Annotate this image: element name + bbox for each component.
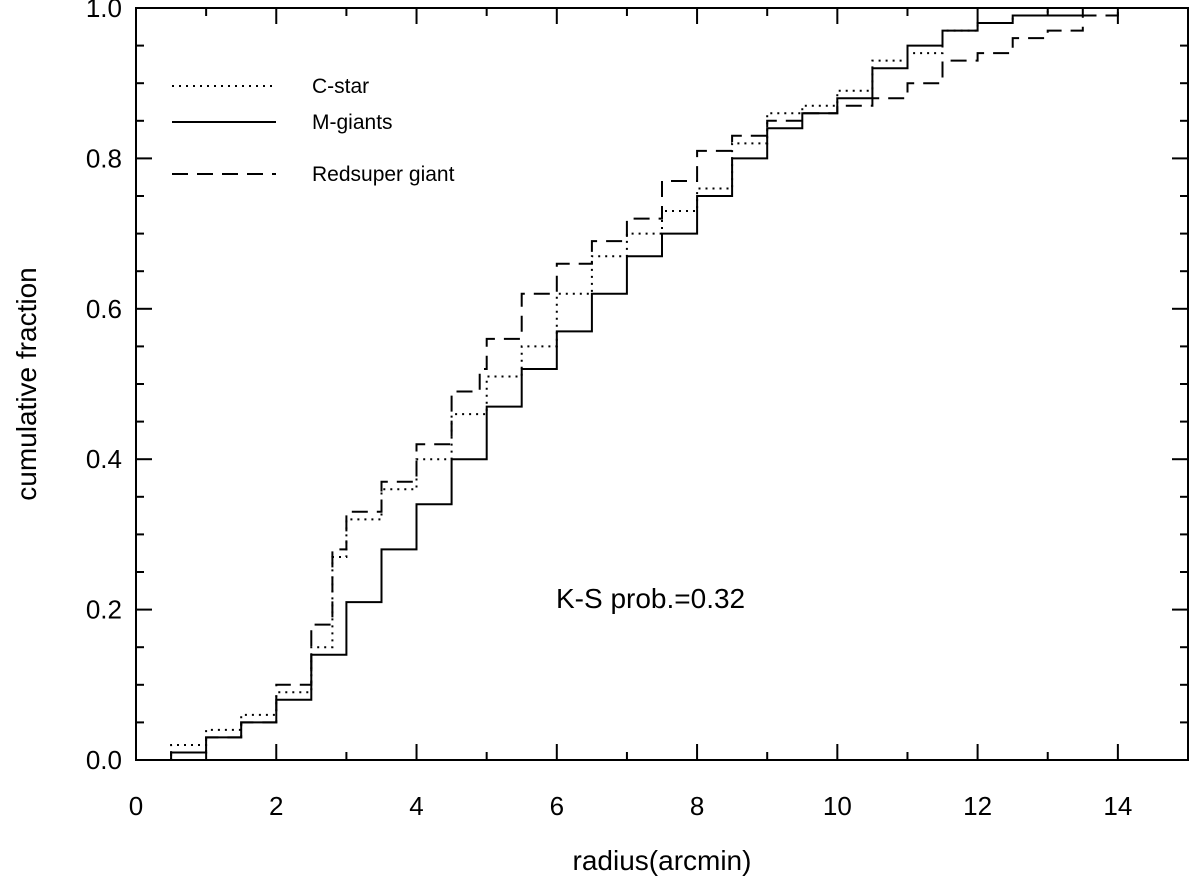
x-axis-ticks: 0 2 4 6 8 10 12 14 <box>129 8 1189 821</box>
x-axis-label: radius(arcmin) <box>573 845 752 876</box>
legend-label: C-star <box>312 75 369 98</box>
legend-label: M-giants <box>312 111 393 134</box>
x-tick-label: 2 <box>269 791 283 821</box>
series-line-dotted <box>150 7 1188 761</box>
series-line-solid <box>150 7 1188 761</box>
y-tick-label: 0.4 <box>86 444 122 474</box>
y-axis-label: cumulative fraction <box>11 267 42 500</box>
x-tick-label: 8 <box>690 791 704 821</box>
x-tick-label: 0 <box>129 791 143 821</box>
series-line-dashed <box>150 7 1188 761</box>
x-tick-label: 6 <box>550 791 564 821</box>
y-axis-ticks: 0.0 0.2 0.4 0.6 0.8 1.0 <box>86 0 1188 775</box>
series-lines <box>150 7 1188 761</box>
x-tick-label: 10 <box>823 791 852 821</box>
x-tick-label: 14 <box>1103 791 1132 821</box>
y-tick-label: 0.2 <box>86 595 122 625</box>
y-tick-label: 0.0 <box>86 745 122 775</box>
legend-label: Redsuper giant <box>312 163 455 186</box>
y-tick-label: 0.8 <box>86 143 122 173</box>
y-tick-label: 1.0 <box>86 0 122 23</box>
y-tick-label: 0.6 <box>86 294 122 324</box>
plot-frame <box>135 7 1189 761</box>
x-tick-label: 4 <box>409 791 423 821</box>
ks-annotation: K-S prob.=0.32 <box>556 583 745 614</box>
x-tick-label: 12 <box>963 791 992 821</box>
legend: C-star M-giants Redsuper giant <box>172 75 455 186</box>
